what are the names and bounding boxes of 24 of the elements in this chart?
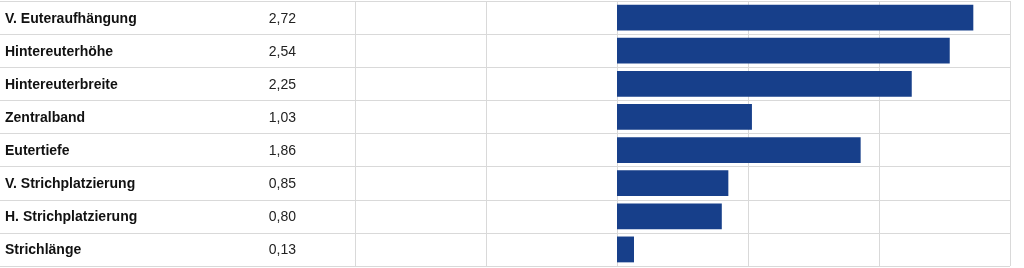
- y-tick-label: Hintereuterhöhe: [5, 42, 114, 59]
- data-label: 1,86: [268, 142, 297, 159]
- bar: [617, 203, 722, 230]
- bar: [617, 70, 912, 97]
- y-tick-label: H. Strichplatzierung: [5, 208, 138, 225]
- y-tick-label: Strichlänge: [5, 241, 82, 258]
- bar: [617, 236, 635, 263]
- bar: [617, 4, 974, 31]
- bar: [617, 37, 950, 64]
- y-tick-label: Eutertiefe: [5, 142, 70, 159]
- data-label: 1,03: [268, 108, 297, 125]
- bar: [617, 170, 729, 197]
- data-label: 2,25: [268, 75, 297, 92]
- data-label: 0,80: [268, 208, 297, 225]
- bar: [617, 104, 752, 130]
- bar: [617, 137, 861, 163]
- y-tick-label: Hintereuterbreite: [5, 75, 119, 92]
- y-tick-label: V. Euteraufhängung: [5, 9, 137, 26]
- data-label: 0,13: [268, 241, 297, 258]
- data-label: 0,85: [268, 175, 297, 192]
- data-label: 2,54: [268, 42, 297, 59]
- data-label: 2,72: [268, 9, 297, 26]
- y-tick-label: V. Strichplatzierung: [5, 175, 136, 192]
- y-tick-label: Zentralband: [5, 108, 86, 125]
